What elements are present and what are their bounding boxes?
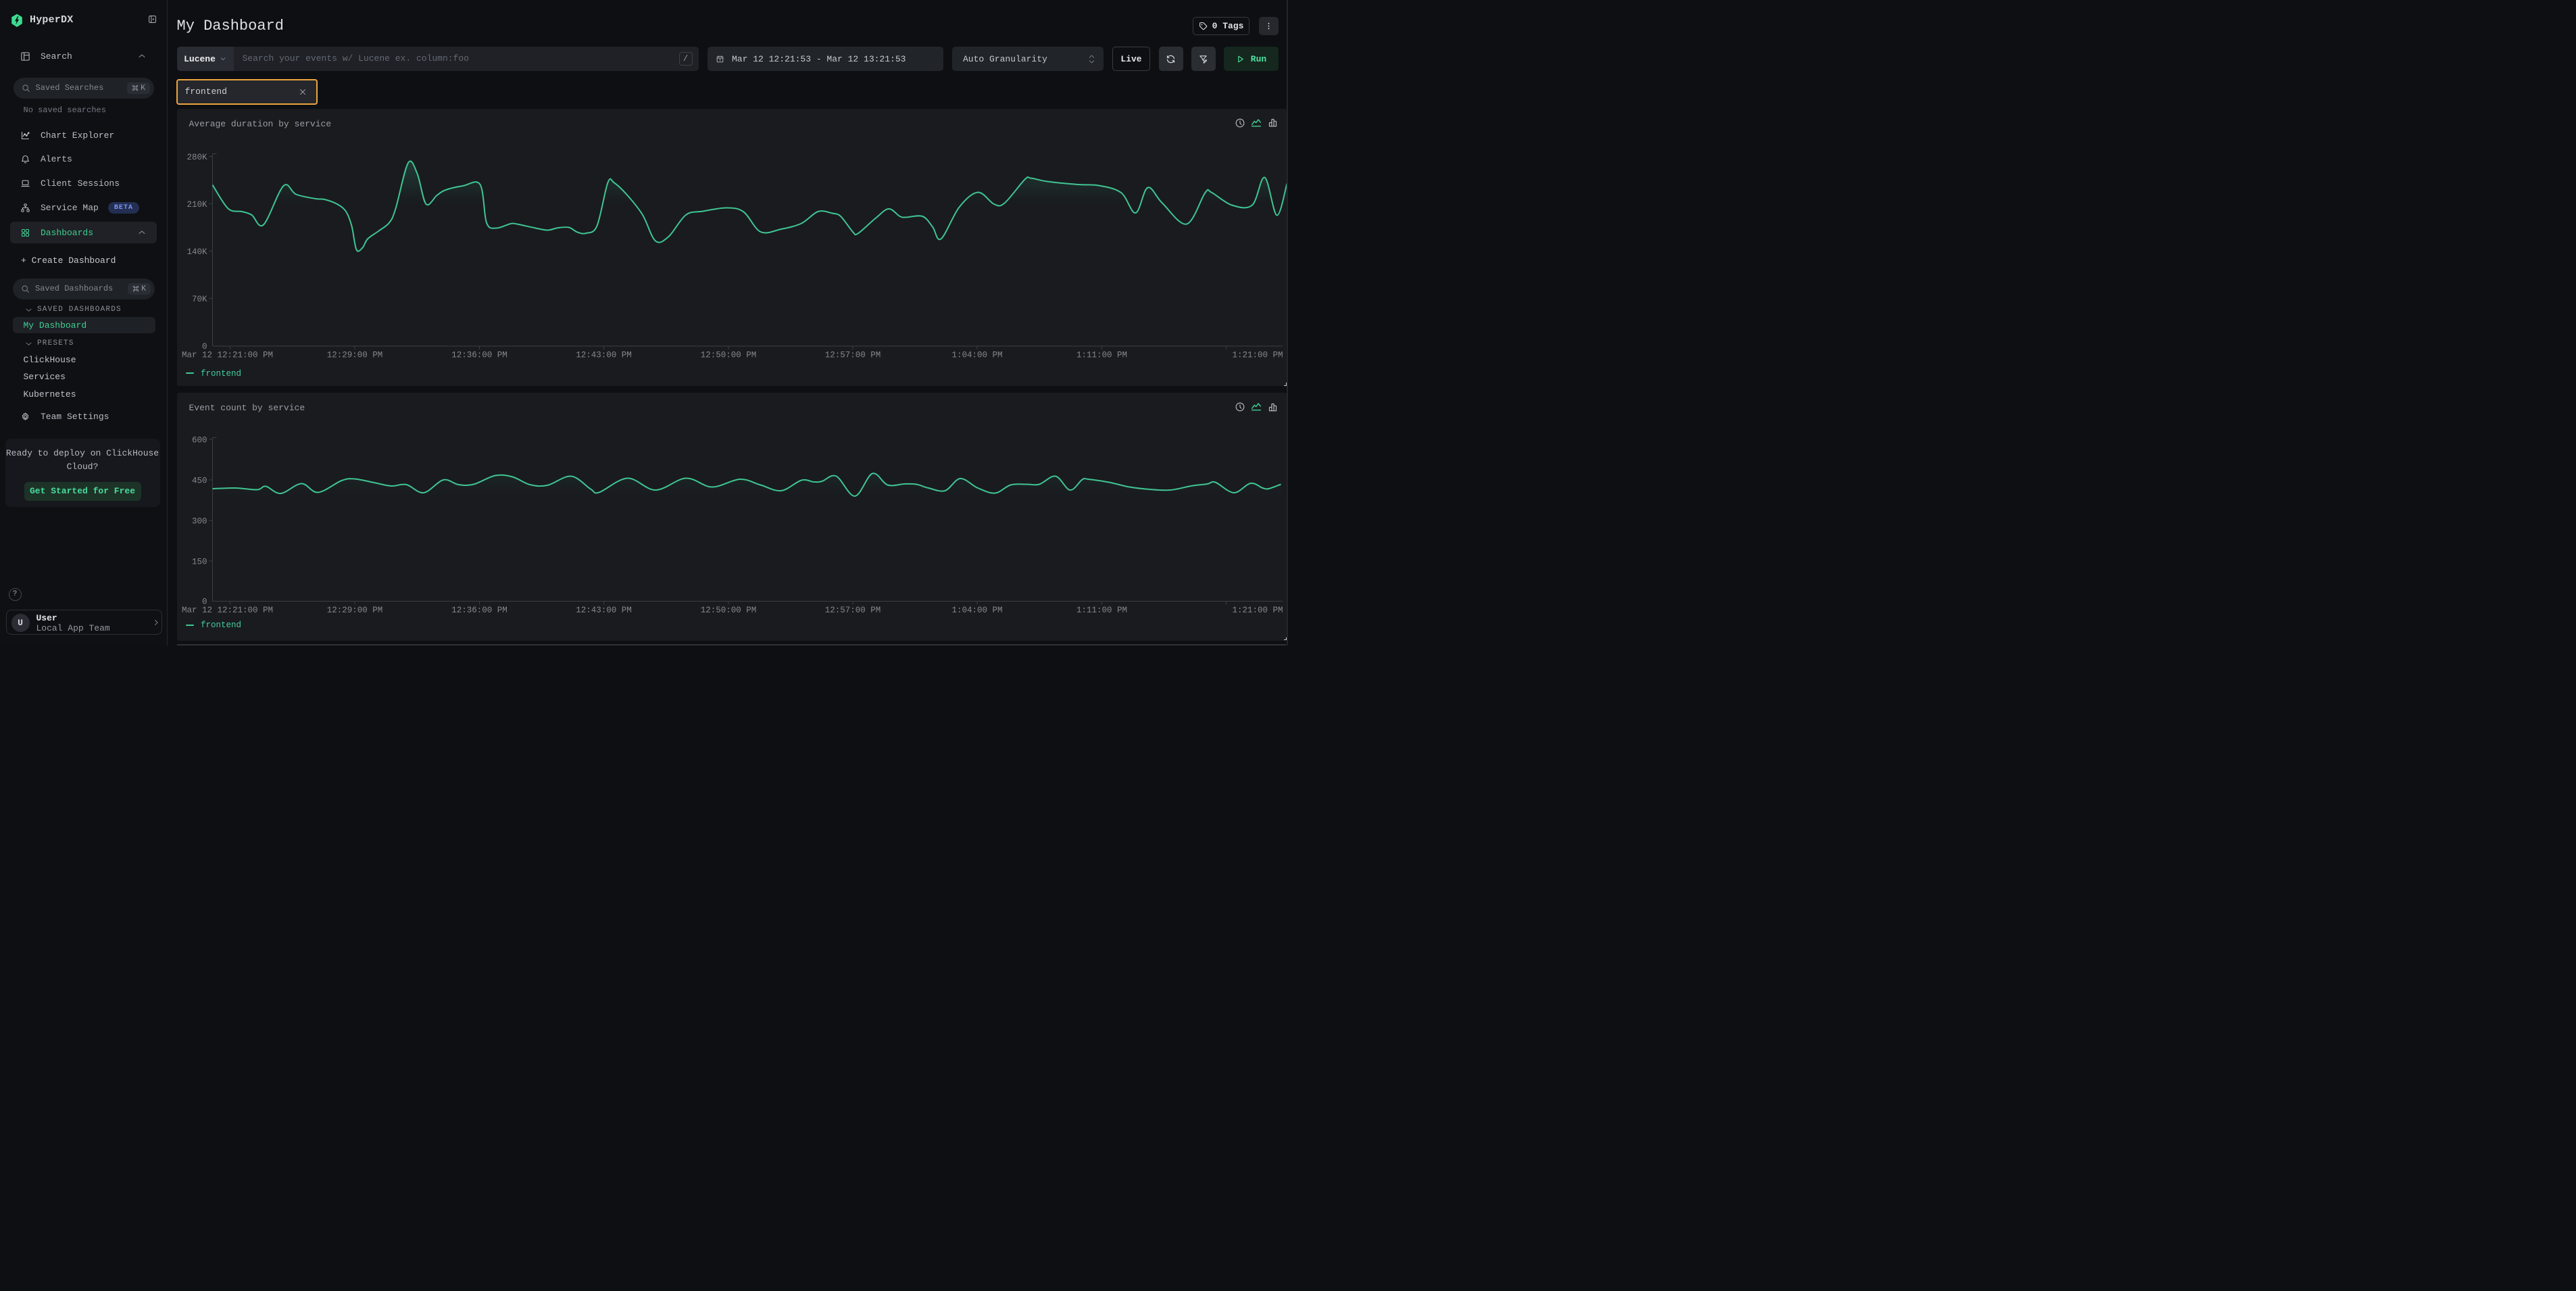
svg-text:12:29:00 PM: 12:29:00 PM: [326, 606, 382, 615]
svg-text:12:43:00 PM: 12:43:00 PM: [576, 606, 632, 615]
svg-text:12:50:00 PM: 12:50:00 PM: [700, 350, 756, 360]
svg-text:1:21:00 PM: 1:21:00 PM: [1232, 350, 1283, 360]
svg-text:12:50:00 PM: 12:50:00 PM: [700, 606, 756, 615]
svg-text:12:36:00 PM: 12:36:00 PM: [451, 350, 507, 360]
svg-text:1:21:00 PM: 1:21:00 PM: [1232, 606, 1283, 615]
svg-text:450: 450: [191, 477, 207, 486]
svg-text:12:57:00 PM: 12:57:00 PM: [824, 350, 881, 360]
svg-text:150: 150: [191, 558, 207, 567]
svg-text:280K: 280K: [187, 153, 207, 162]
svg-text:1:04:00 PM: 1:04:00 PM: [951, 350, 1002, 360]
svg-text:300: 300: [191, 517, 207, 527]
svg-text:210K: 210K: [187, 200, 207, 210]
svg-text:140K: 140K: [187, 247, 207, 257]
svg-text:0: 0: [201, 342, 207, 351]
svg-text:1:11:00 PM: 1:11:00 PM: [1076, 350, 1126, 360]
svg-text:600: 600: [191, 436, 207, 445]
svg-text:12:57:00 PM: 12:57:00 PM: [824, 606, 881, 615]
svg-text:Mar 12 12:21:00 PM: Mar 12 12:21:00 PM: [182, 350, 273, 360]
svg-text:Mar 12 12:21:00 PM: Mar 12 12:21:00 PM: [182, 606, 273, 615]
svg-text:70K: 70K: [191, 295, 207, 304]
svg-text:1:11:00 PM: 1:11:00 PM: [1076, 606, 1126, 615]
svg-text:12:29:00 PM: 12:29:00 PM: [326, 350, 382, 360]
svg-text:1:04:00 PM: 1:04:00 PM: [951, 606, 1002, 615]
svg-text:12:36:00 PM: 12:36:00 PM: [451, 606, 507, 615]
svg-text:0: 0: [201, 598, 207, 607]
svg-text:12:43:00 PM: 12:43:00 PM: [576, 350, 632, 360]
